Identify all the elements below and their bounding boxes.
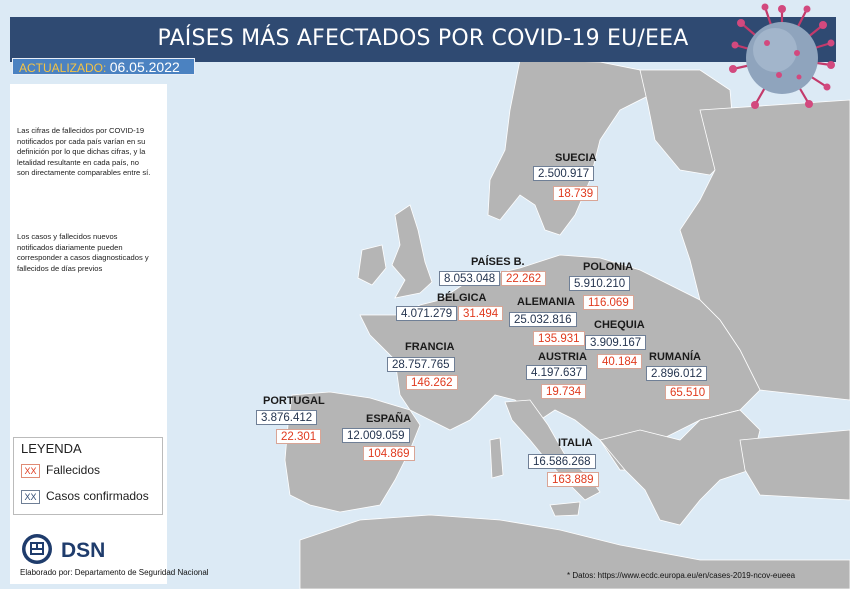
legend-label-deaths: Fallecidos [46, 463, 101, 477]
cases-value: 4.071.279 [396, 306, 458, 321]
deaths-value: 19.734 [541, 384, 587, 399]
deaths-value: 31.494 [458, 306, 504, 321]
country-name: RUMANÍA [649, 351, 701, 363]
updated-badge: ACTUALIZADO: 06.05.2022 [12, 58, 195, 75]
cases-value: 28.757.765 [387, 357, 455, 372]
source-text: * Datos: https://www.ecdc.europa.eu/en/c… [567, 571, 796, 580]
country-name: POLONIA [583, 261, 634, 273]
deaths-value: 116.069 [583, 295, 634, 310]
legend-title: LEYENDA [21, 441, 82, 456]
dsn-emblem-icon [22, 534, 52, 564]
land-sardinia [489, 437, 504, 479]
deaths-value: 65.510 [665, 385, 711, 400]
deaths-value: 22.262 [501, 271, 547, 286]
deaths-value: 146.262 [406, 375, 458, 390]
coronavirus-icon [729, 3, 835, 109]
country-name: FRANCIA [405, 341, 455, 353]
legend-item-cases: XX Casos confirmados [21, 489, 149, 504]
header-bar: PAÍSES MÁS AFECTADOS POR COVID-19 EU/EEA [10, 17, 836, 62]
dsn-logo: DSN [20, 533, 160, 565]
legend-marker-deaths: XX [21, 463, 40, 478]
page-title: PAÍSES MÁS AFECTADOS POR COVID-19 EU/EEA [157, 26, 689, 51]
land-north-africa [299, 514, 850, 589]
country-name: CHEQUIA [594, 319, 645, 331]
land-balkans [599, 409, 761, 526]
legend: LEYENDA XX Fallecidos XX Casos confirmados [13, 437, 163, 515]
legend-marker-cases: XX [21, 489, 40, 504]
land-iberia [284, 391, 421, 513]
cases-value: 25.032.816 [509, 312, 577, 327]
cases-value: 3.909.167 [585, 335, 647, 350]
credit-text: Elaborado por: Departamento de Seguridad… [20, 568, 209, 577]
country-name: ALEMANIA [517, 296, 576, 308]
updated-label: ACTUALIZADO: [19, 61, 107, 75]
cases-value: 2.896.012 [646, 366, 708, 381]
note-daily-reports: Los casos y fallecidos nuevos notificado… [17, 232, 149, 273]
land-sicily [549, 501, 581, 517]
deaths-value: 18.739 [553, 186, 599, 201]
deaths-value: 22.301 [276, 429, 322, 444]
land-turkey [739, 429, 850, 501]
deaths-value: 163.889 [547, 472, 599, 487]
cases-value: 8.053.048 [439, 271, 501, 286]
cases-value: 2.500.917 [533, 166, 595, 181]
country-name: PORTUGAL [263, 395, 325, 407]
land-ireland [357, 244, 387, 286]
deaths-value: 104.869 [363, 446, 415, 461]
cases-value: 3.876.412 [256, 410, 318, 425]
cases-value: 16.586.268 [528, 454, 596, 469]
deaths-value: 40.184 [597, 354, 643, 369]
legend-label-cases: Casos confirmados [46, 489, 149, 503]
cases-value: 4.197.637 [526, 365, 588, 380]
country-name: SUECIA [555, 152, 597, 164]
country-name: BÉLGICA [437, 292, 487, 304]
legend-item-deaths: XX Fallecidos [21, 463, 100, 478]
logo-text: DSN [61, 539, 106, 562]
updated-date: 06.05.2022 [109, 59, 180, 75]
country-name: ITALIA [558, 437, 593, 449]
deaths-value: 135.931 [533, 331, 585, 346]
country-name: PAÍSES B. [471, 256, 525, 268]
land-britain [391, 204, 433, 299]
country-name: AUSTRIA [538, 351, 587, 363]
cases-value: 12.009.059 [342, 428, 410, 443]
cases-value: 5.910.210 [569, 276, 631, 291]
country-name: ESPAÑA [366, 413, 412, 425]
note-deaths-definition: Las cifras de fallecidos por COVID-19 no… [17, 126, 151, 178]
